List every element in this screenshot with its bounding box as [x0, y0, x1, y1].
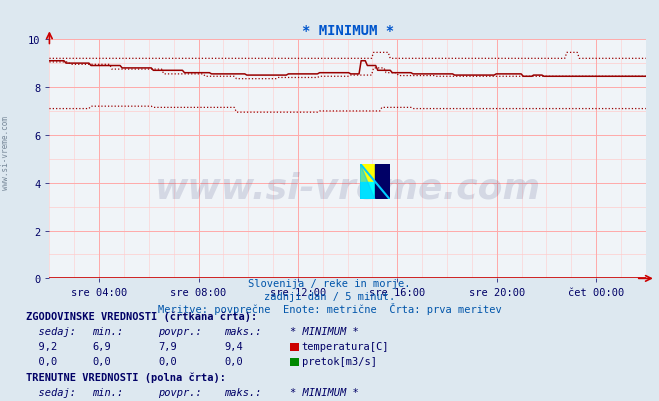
- Text: 0,0: 0,0: [224, 356, 243, 367]
- Text: povpr.:: povpr.:: [158, 326, 202, 336]
- Text: povpr.:: povpr.:: [158, 387, 202, 397]
- Text: zadnji dan / 5 minut.: zadnji dan / 5 minut.: [264, 292, 395, 302]
- Text: 9,4: 9,4: [224, 341, 243, 351]
- Text: Slovenija / reke in morje.: Slovenija / reke in morje.: [248, 279, 411, 289]
- Text: maks.:: maks.:: [224, 326, 262, 336]
- Text: www.si-vreme.com: www.si-vreme.com: [1, 115, 10, 189]
- Text: 0,0: 0,0: [92, 356, 111, 367]
- Title: * MINIMUM *: * MINIMUM *: [302, 24, 393, 38]
- Text: pretok[m3/s]: pretok[m3/s]: [302, 356, 377, 367]
- Text: min.:: min.:: [92, 326, 123, 336]
- Text: 7,9: 7,9: [158, 341, 177, 351]
- Text: temperatura[C]: temperatura[C]: [302, 341, 389, 351]
- Text: 6,9: 6,9: [92, 341, 111, 351]
- Text: TRENUTNE VREDNOSTI (polna črta):: TRENUTNE VREDNOSTI (polna črta):: [26, 371, 226, 382]
- Text: 9,2: 9,2: [26, 341, 57, 351]
- Text: Meritve: povprečne  Enote: metrične  Črta: prva meritev: Meritve: povprečne Enote: metrične Črta:…: [158, 302, 501, 314]
- Text: * MINIMUM *: * MINIMUM *: [290, 326, 358, 336]
- Text: maks.:: maks.:: [224, 387, 262, 397]
- Text: * MINIMUM *: * MINIMUM *: [290, 387, 358, 397]
- Text: www.si-vreme.com: www.si-vreme.com: [155, 171, 540, 205]
- Text: min.:: min.:: [92, 387, 123, 397]
- Text: ZGODOVINSKE VREDNOSTI (črtkana črta):: ZGODOVINSKE VREDNOSTI (črtkana črta):: [26, 310, 258, 321]
- Text: sedaj:: sedaj:: [26, 326, 76, 336]
- Text: sedaj:: sedaj:: [26, 387, 76, 397]
- Text: 0,0: 0,0: [26, 356, 57, 367]
- Text: 0,0: 0,0: [158, 356, 177, 367]
